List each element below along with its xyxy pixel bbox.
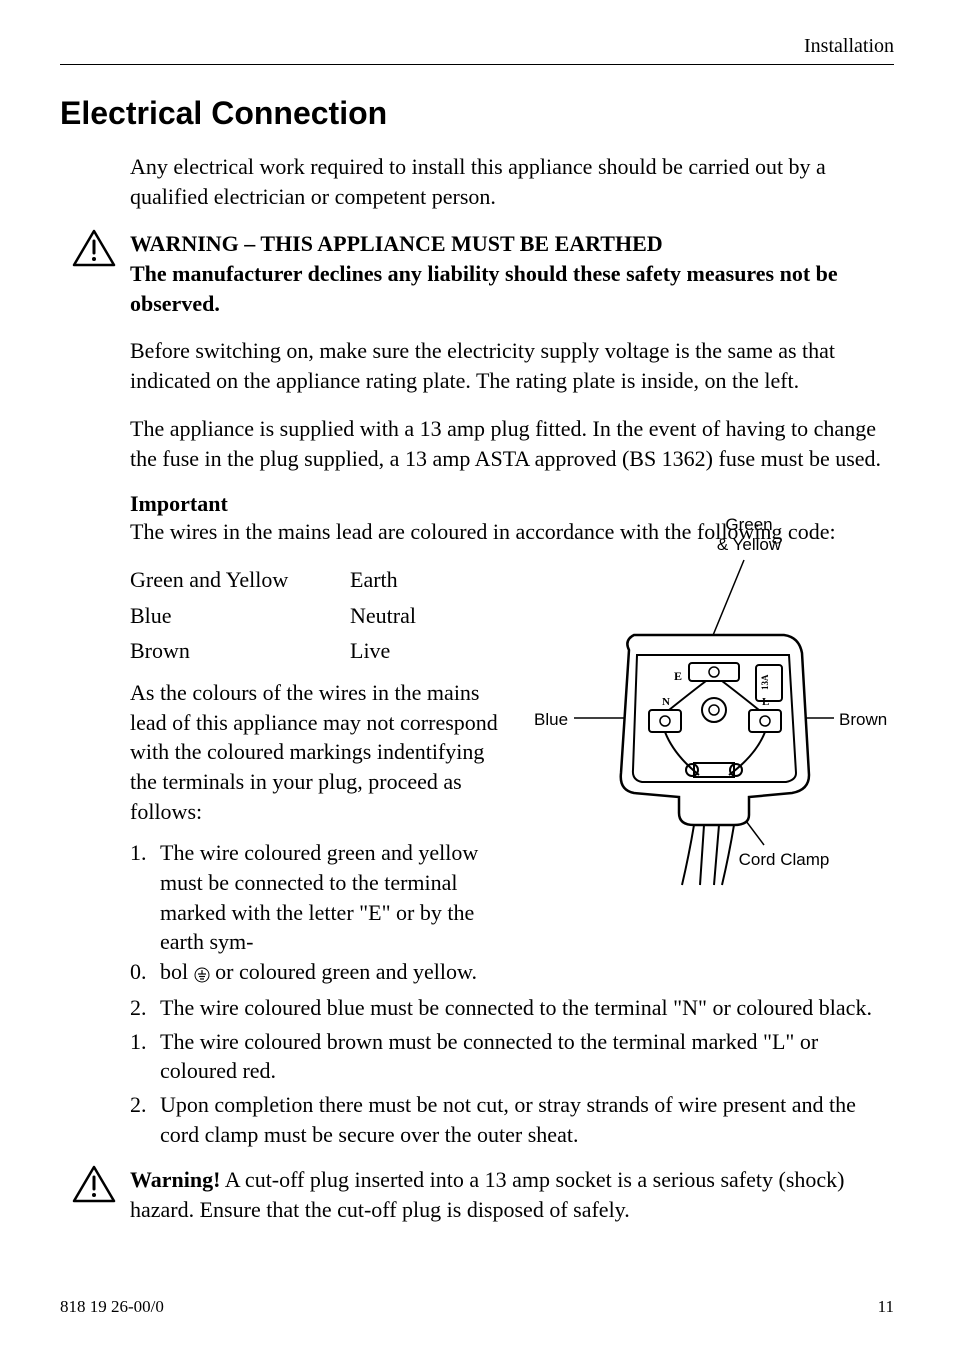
para-fuse: The appliance is supplied with a 13 amp … — [130, 414, 894, 473]
intro-paragraph: Any electrical work required to install … — [130, 152, 894, 211]
page-footer: 818 19 26-00/0 11 — [60, 1297, 894, 1317]
footer-code: 818 19 26-00/0 — [60, 1297, 164, 1317]
warning1-line1: WARNING – THIS APPLIANCE MUST BE EARTHED — [130, 229, 894, 259]
warning-triangle-icon — [72, 1165, 116, 1203]
step-1-partial: The wire coloured green and yellow must … — [130, 838, 514, 957]
step-3: The wire coloured brown must be connecte… — [130, 1027, 894, 1086]
important-label: Important — [130, 491, 894, 517]
svg-text:E: E — [674, 669, 682, 683]
wire-color-0: Green and Yellow — [130, 565, 350, 595]
wire-type-1: Neutral — [350, 601, 416, 631]
warning-triangle-icon — [72, 229, 116, 267]
step-4: Upon completion there must be not cut, o… — [130, 1090, 894, 1149]
plug-diagram: Green& Yellow Blue Brown Cord Clamp — [534, 515, 894, 895]
warning-block-1: WARNING – THIS APPLIANCE MUST BE EARTHED… — [130, 229, 894, 318]
wire-row-1: Blue Neutral — [130, 601, 514, 631]
wire-type-2: Live — [350, 636, 390, 666]
wire-row-0: Green and Yellow Earth — [130, 565, 514, 595]
earth-symbol-icon — [194, 959, 210, 989]
main-heading: Electrical Connection — [60, 95, 894, 132]
wire-color-2: Brown — [130, 636, 350, 666]
warning-block-2: Warning! A cut-off plug inserted into a … — [130, 1165, 894, 1224]
step-2: The wire coloured blue must be connected… — [130, 993, 894, 1023]
para-colours: As the colours of the wires in the mains… — [130, 678, 514, 826]
plug-svg: E N L 13A — [534, 515, 894, 895]
wire-row-2: Brown Live — [130, 636, 514, 666]
warning1-line2: The manufacturer declines any liability … — [130, 259, 894, 318]
wire-color-1: Blue — [130, 601, 350, 631]
header-section: Installation — [60, 35, 894, 65]
wire-type-0: Earth — [350, 565, 398, 595]
svg-text:13A: 13A — [760, 674, 770, 690]
warning2-text: A cut-off plug inserted into a 13 amp so… — [130, 1167, 844, 1222]
para-voltage: Before switching on, make sure the elect… — [130, 336, 894, 395]
steps-list-continued: bol or coloured green and yellow. The wi… — [130, 957, 894, 1149]
steps-list: The wire coloured green and yellow must … — [130, 838, 514, 957]
page-number: 11 — [878, 1297, 894, 1317]
warning2-bold: Warning! — [130, 1167, 220, 1192]
svg-text:N: N — [662, 696, 670, 708]
